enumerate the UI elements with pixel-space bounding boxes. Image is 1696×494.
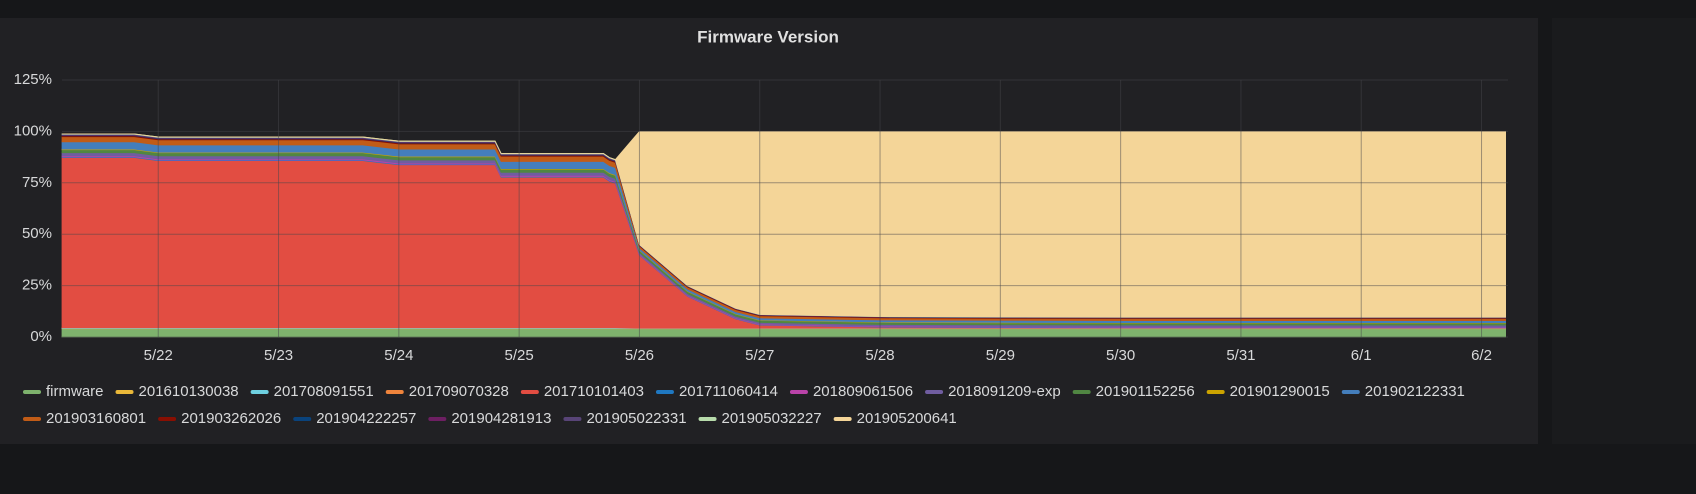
area [62,131,1506,318]
legend-label: 201901152256 [1096,383,1195,400]
legend-label: 201902122331 [1365,383,1465,400]
legend-label: 2018091209-exp [948,383,1061,400]
legend-label: firmware [46,383,104,400]
legend-label: 201904222257 [316,410,416,427]
legend-label: 201904281913 [451,410,551,427]
x-tick-label: 5/28 [865,347,894,364]
legend-label: 201610130038 [139,383,239,400]
x-tick-label: 5/25 [505,347,534,364]
legend-label: 201711060414 [679,383,778,400]
x-tick-label: 5/27 [745,347,774,364]
legend-label: 201903160801 [46,410,146,427]
side-panel [1552,18,1696,444]
y-tick-label: 50% [22,225,52,242]
legend-label: 201901290015 [1230,383,1330,400]
chart-title: Firmware Version [697,27,839,46]
y-tick-label: 0% [30,328,52,345]
x-tick-label: 5/24 [384,347,413,364]
legend-label: 201905022331 [586,410,686,427]
x-tick-label: 5/31 [1226,347,1255,364]
legend-label: 201710101403 [544,383,644,400]
legend-label: 201708091551 [274,383,374,400]
x-tick-label: 5/30 [1106,347,1135,364]
legend-label: 201905200641 [857,410,957,427]
y-tick-label: 75% [22,174,52,191]
legend-label: 201709070328 [409,383,509,400]
x-tick-label: 5/29 [986,347,1015,364]
x-tick-label: 5/26 [625,347,654,364]
x-tick-label: 5/22 [144,347,173,364]
x-tick-label: 5/23 [264,347,293,364]
x-tick-label: 6/2 [1471,347,1492,364]
x-tick-label: 6/1 [1351,347,1372,364]
y-tick-label: 25% [22,277,52,294]
legend-label: 201903262026 [181,410,281,427]
y-tick-label: 125% [14,71,52,88]
legend-label: 201905032227 [722,410,822,427]
legend-label: 201809061506 [813,383,913,400]
y-tick-label: 100% [14,122,52,139]
